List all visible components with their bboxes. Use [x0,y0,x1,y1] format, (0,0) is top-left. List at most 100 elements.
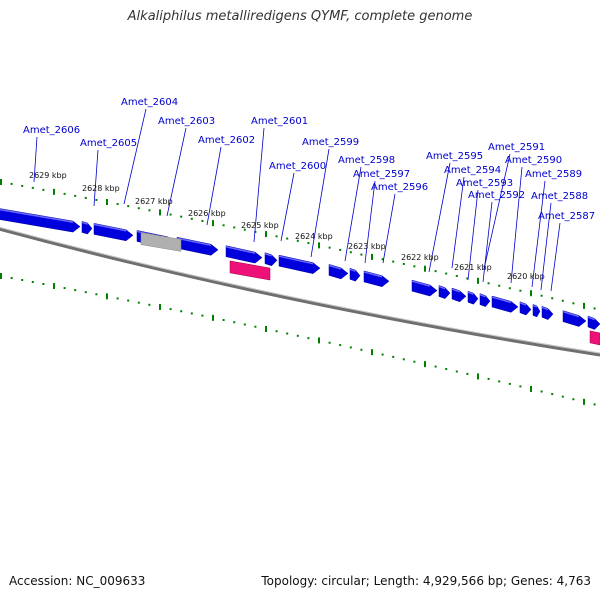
gene-label[interactable]: Amet_2605 [80,138,137,149]
minor-tick-mark [296,334,299,337]
gene-arrow [532,304,541,318]
minor-tick-mark [445,368,448,371]
minor-tick-mark [392,260,395,263]
gene-arrow-shine [411,280,431,287]
minor-tick-mark [455,274,458,277]
minor-tick-mark [487,282,490,285]
accession-text: Accession: NC_009633 [9,574,146,588]
gene-arrow [479,293,491,307]
minor-tick-mark [169,213,172,216]
gene-label[interactable]: Amet_2591 [488,142,545,153]
minor-tick-mark [487,377,490,380]
major-tick-mark [159,303,161,310]
gene-label[interactable]: Amet_2606 [23,125,80,136]
minor-tick-mark [519,289,522,292]
minor-tick-mark [127,205,130,208]
minor-tick-mark [31,280,34,283]
minor-tick-mark [434,365,437,368]
minor-tick-mark [402,262,405,265]
gene-label[interactable]: Amet_2596 [371,182,428,193]
minor-tick-mark [593,403,596,406]
gene-arrow [467,290,479,305]
minor-tick-mark [63,192,66,195]
genome-backbone-highlight [0,226,600,354]
gene-arrow-shine [438,285,446,290]
gene-label[interactable]: Amet_2599 [302,137,359,148]
gene-arrow-shine [587,316,595,321]
leader-line [93,149,99,207]
gene-label[interactable]: Amet_2595 [426,151,483,162]
minor-tick-mark [593,307,596,310]
gene-label[interactable]: Amet_2601 [251,116,308,127]
gene-arrow [225,245,263,264]
genome-backbone [0,227,600,357]
minor-tick-mark [148,303,151,306]
minor-tick-mark [286,332,289,335]
leader-line [540,202,552,291]
gene-arrow-shine [0,208,74,223]
gene-label[interactable]: Amet_2600 [269,161,326,172]
leader-line [33,136,38,183]
highlighted-gene-block [589,330,600,346]
leader-line [428,162,451,273]
leader-line [364,180,376,264]
minor-tick-mark [572,398,575,401]
kbp-tick-label: 2626 kbp [188,209,226,218]
minor-tick-mark [21,184,24,187]
leader-line [280,172,295,242]
minor-tick-mark [508,382,511,385]
minor-tick-mark [508,287,511,290]
gene-arrow [81,221,93,235]
major-tick-mark [0,179,2,185]
minor-tick-mark [551,393,554,396]
minor-tick-mark [169,308,172,311]
gene-arrow-shine [562,310,580,318]
gene-label[interactable]: Amet_2603 [158,116,215,127]
minor-tick-mark [148,209,151,212]
minor-tick-mark [360,348,363,351]
minor-tick-mark [413,360,416,363]
gene-arrow [349,267,361,282]
outer-tick-ring [0,179,596,310]
kbp-tick-label: 2622 kbp [401,253,439,262]
gene-arrow [541,305,554,320]
gene-label[interactable]: Amet_2588 [531,191,588,202]
gene-label[interactable]: Amet_2590 [505,155,562,166]
minor-tick-mark [63,287,66,290]
minor-tick-mark [21,278,24,281]
major-tick-mark [106,293,108,300]
major-tick-mark [265,231,267,238]
minor-tick-mark [275,235,278,238]
gene-arrow [264,252,278,267]
major-tick-mark [424,265,426,272]
minor-tick-mark [402,358,405,361]
gene-arrow-shine [363,271,383,278]
minor-tick-mark [233,226,236,229]
gene-arrow-shine [225,245,256,254]
major-tick-mark [583,398,585,405]
gene-label[interactable]: Amet_2602 [198,135,255,146]
gene-label[interactable]: Amet_2604 [121,97,178,108]
gene-arrow [411,279,438,297]
minor-tick-mark [445,272,448,275]
gene-label[interactable]: Amet_2594 [444,165,501,176]
gene-label[interactable]: Amet_2597 [353,169,410,180]
leader-line [382,193,396,264]
gene-label[interactable]: Amet_2598 [338,155,395,166]
minor-tick-mark [519,385,522,388]
minor-tick-mark [381,353,384,356]
gene-label[interactable]: Amet_2593 [456,178,513,189]
gene-label[interactable]: Amet_2587 [538,211,595,222]
kbp-tick-label: 2627 kbp [135,197,173,206]
gene-arrow-shine [93,223,127,232]
minor-tick-mark [190,217,193,220]
major-tick-mark [159,209,161,216]
gene-arrow-shine [278,255,314,265]
gene-label[interactable]: Amet_2592 [468,190,525,201]
gene-label[interactable]: Amet_2589 [525,169,582,180]
leader-line [344,166,362,262]
minor-tick-mark [201,314,204,317]
minor-tick-mark [95,293,98,296]
